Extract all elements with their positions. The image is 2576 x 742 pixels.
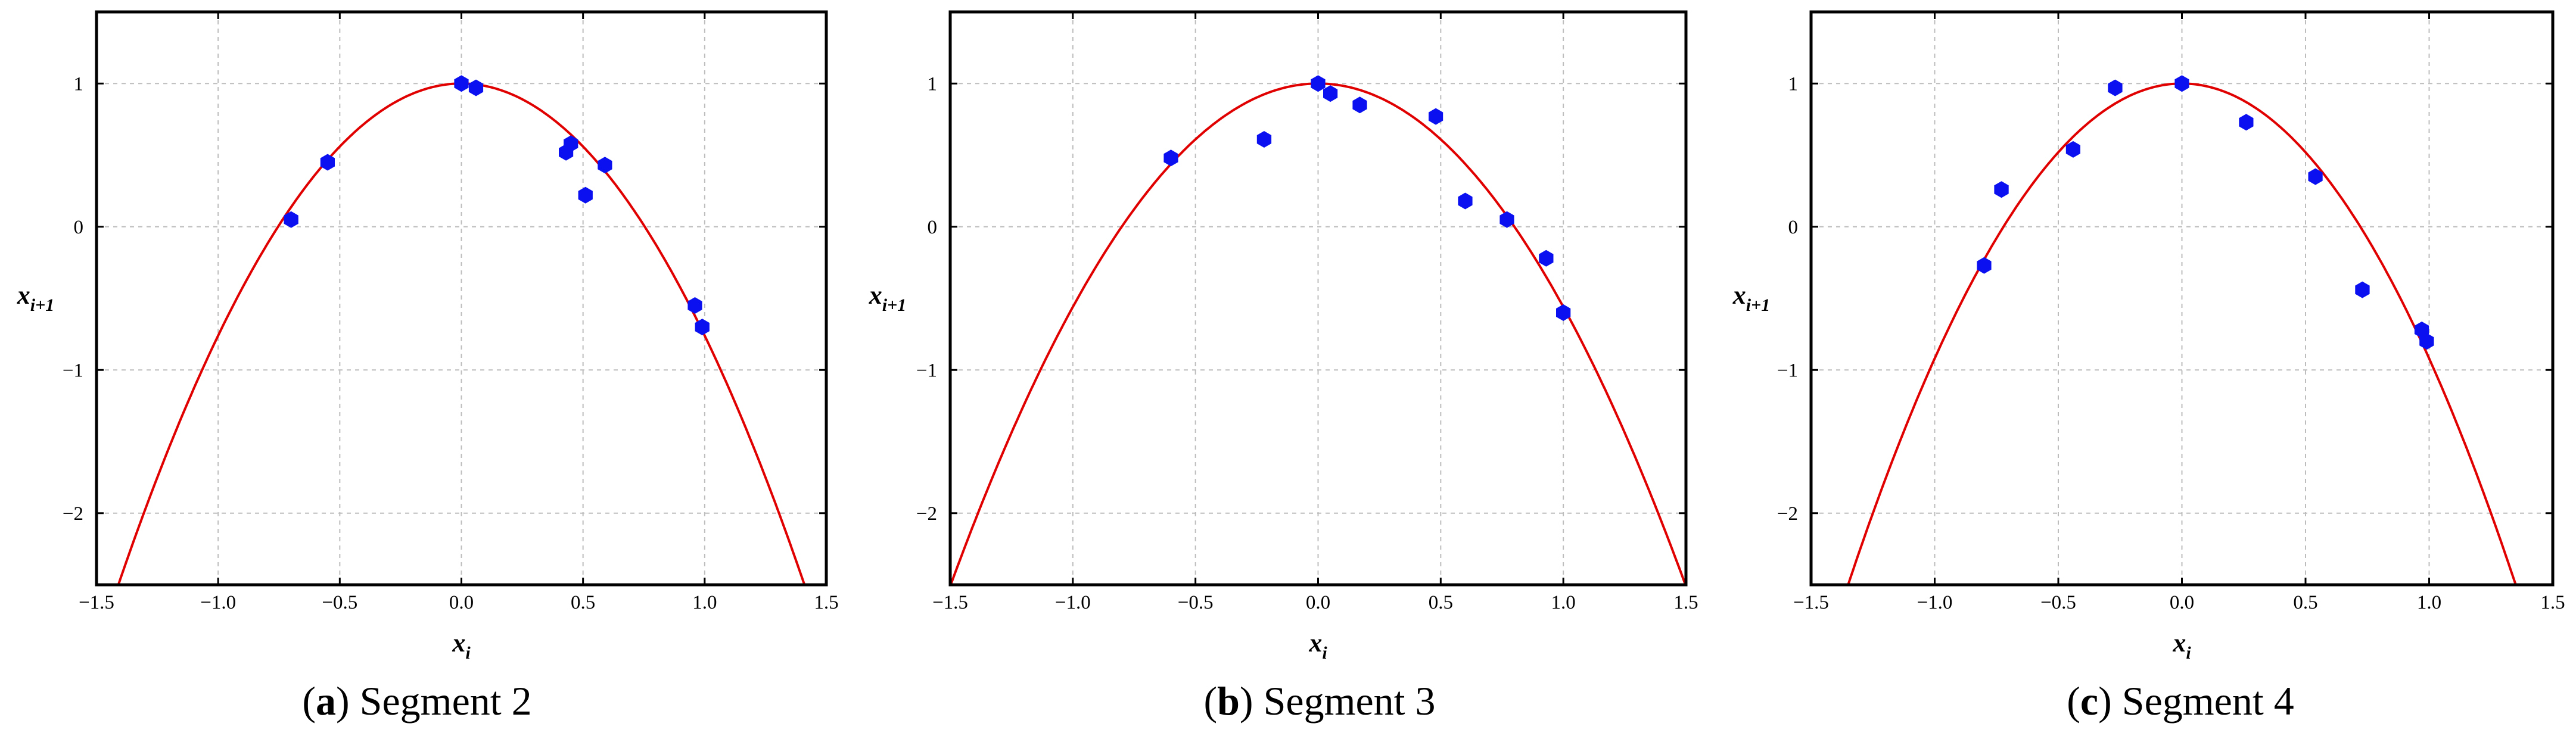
caption-close-paren: ) — [336, 678, 360, 724]
data-point — [695, 319, 710, 336]
y-axis-label-main: x — [17, 280, 30, 310]
y-axis-label: xi+1 — [869, 280, 906, 315]
data-point — [1256, 131, 1272, 148]
x-axis-label-main: x — [452, 628, 465, 657]
y-tick-label: 1 — [74, 73, 84, 95]
x-axis-label-main: x — [2172, 628, 2186, 657]
x-axis-label: xi — [2172, 628, 2191, 663]
x-tick-label: 0.0 — [1306, 592, 1330, 613]
y-tick-label: 0 — [928, 217, 938, 238]
x-axis-label: xi — [1308, 628, 1327, 663]
x-axis-label-sub: i — [465, 643, 471, 663]
data-point — [598, 157, 612, 174]
data-point — [1323, 85, 1338, 102]
data-point — [2419, 333, 2434, 350]
data-point — [1458, 192, 1473, 210]
panel-caption: (a) Segment 2 — [302, 678, 531, 724]
caption-letter: b — [1217, 678, 1240, 724]
data-point — [2308, 168, 2323, 185]
x-tick-label: −1.5 — [1793, 592, 1829, 613]
x-tick-label: 1.0 — [2417, 592, 2441, 613]
x-tick-label: 0.5 — [1429, 592, 1453, 613]
x-tick-label: 0.5 — [2293, 592, 2317, 613]
chart-panel-3: −1.5 −1.0 −0.5 0.0 0.5 1.0 1.510−1−2xixi+1(c) … — [1732, 10, 2565, 724]
y-axis-label-sub: i+1 — [1746, 295, 1770, 315]
caption-text: Segment 4 — [2122, 678, 2294, 724]
data-point — [564, 135, 578, 152]
y-tick-label: −1 — [63, 360, 83, 381]
x-tick-label: 1.5 — [1673, 592, 1698, 613]
y-tick-label: −1 — [1777, 360, 1798, 381]
data-point — [2174, 75, 2189, 92]
y-tick-label: −2 — [63, 503, 83, 525]
y-axis-label-sub: i+1 — [882, 295, 906, 315]
data-point — [1163, 149, 1178, 167]
y-tick-label: 1 — [928, 73, 938, 95]
x-tick-label: −1.0 — [1917, 592, 1953, 613]
y-tick-label: 1 — [1788, 73, 1799, 95]
y-tick-label: −1 — [916, 360, 937, 381]
caption-close-paren: ) — [2098, 678, 2122, 724]
data-point — [1977, 257, 1992, 274]
y-tick-label: 0 — [1788, 217, 1799, 238]
data-point — [468, 79, 484, 96]
x-tick-label: 1.5 — [2540, 592, 2565, 613]
panel-caption: (c) Segment 4 — [2067, 678, 2294, 724]
data-point — [320, 154, 335, 171]
y-tick-label: −2 — [1777, 503, 1798, 525]
y-axis-label-sub: i+1 — [30, 295, 54, 315]
data-point — [2065, 141, 2080, 158]
chart-panel-2: −1.5 −1.0 −0.5 0.0 0.5 1.0 1.510−1−2xixi+1(b) … — [869, 10, 1698, 724]
x-tick-label: −0.5 — [2040, 592, 2076, 613]
data-point — [1311, 75, 1326, 92]
data-point — [2239, 114, 2254, 131]
data-point — [2355, 281, 2370, 298]
data-point — [578, 186, 593, 204]
y-axis-label: xi+1 — [17, 280, 54, 315]
panel-caption: (b) Segment 3 — [1203, 678, 1435, 724]
data-point — [687, 297, 702, 314]
x-tick-label: 1.0 — [692, 592, 717, 613]
caption-text: Segment 3 — [1264, 678, 1436, 724]
y-axis-label-main: x — [1732, 280, 1746, 310]
caption-close-paren: ) — [1240, 678, 1264, 724]
data-point — [1994, 181, 2009, 198]
x-tick-label: 0.0 — [2170, 592, 2194, 613]
x-tick-label: 1.0 — [1551, 592, 1576, 613]
x-axis-label-main: x — [1308, 628, 1322, 657]
x-axis-label-sub: i — [1322, 643, 1327, 663]
data-point — [1539, 250, 1554, 267]
x-tick-label: −1.0 — [200, 592, 236, 613]
caption-text: Segment 2 — [360, 678, 532, 724]
y-tick-label: −2 — [916, 503, 937, 525]
data-point — [284, 211, 298, 228]
y-axis-label: xi+1 — [1732, 280, 1770, 315]
data-point — [1499, 211, 1514, 228]
x-tick-label: −1.0 — [1055, 592, 1091, 613]
fit-curve — [950, 82, 1686, 585]
x-tick-label: 1.5 — [814, 592, 838, 613]
x-tick-label: 0.0 — [449, 592, 474, 613]
data-point — [1556, 304, 1571, 321]
x-tick-label: −0.5 — [1178, 592, 1214, 613]
data-point — [2108, 79, 2123, 96]
y-tick-label: 0 — [74, 217, 84, 238]
caption-letter: a — [316, 678, 336, 724]
data-point — [1429, 108, 1443, 125]
x-tick-label: −0.5 — [322, 592, 357, 613]
caption-open-paren: ( — [1203, 678, 1217, 724]
x-tick-label: −1.5 — [932, 592, 968, 613]
chart-panel-1: −1.5 −1.0 −0.5 0.0 0.5 1.0 1.510−1−2xixi+1(a) … — [17, 10, 839, 724]
caption-letter: c — [2080, 678, 2098, 724]
x-axis-label: xi — [452, 628, 471, 663]
x-tick-label: 0.5 — [571, 592, 595, 613]
data-point — [1352, 96, 1367, 114]
caption-open-paren: ( — [2067, 678, 2080, 724]
data-point — [454, 75, 469, 92]
x-axis-label-sub: i — [2186, 643, 2191, 663]
x-tick-label: −1.5 — [79, 592, 114, 613]
y-axis-label-main: x — [869, 280, 882, 310]
caption-open-paren: ( — [302, 678, 316, 724]
